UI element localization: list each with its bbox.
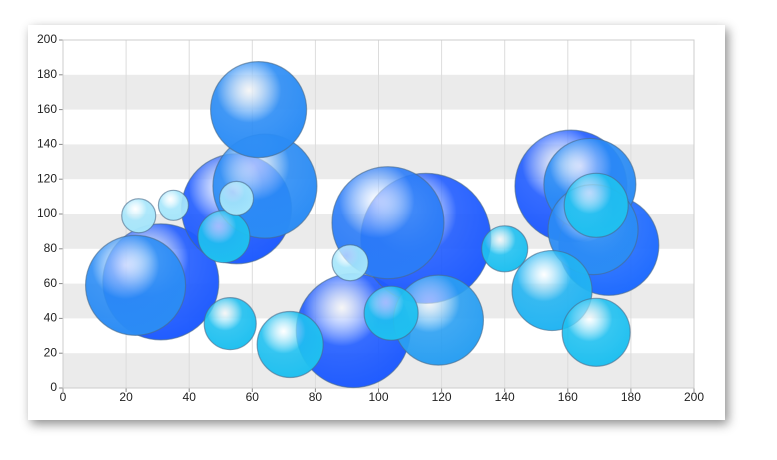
y-tick-label: 140 xyxy=(37,137,57,151)
x-tick-label: 140 xyxy=(495,390,515,404)
x-tick-label: 80 xyxy=(309,390,323,404)
bubble xyxy=(203,297,257,351)
x-tick-label: 160 xyxy=(558,390,578,404)
y-tick-label: 40 xyxy=(44,311,58,325)
bubble xyxy=(84,234,187,336)
x-tick-label: 180 xyxy=(621,390,641,404)
x-tick-label: 200 xyxy=(684,390,704,404)
bubble xyxy=(363,285,419,341)
bubble xyxy=(563,172,629,238)
plot-border xyxy=(62,39,695,389)
bubble xyxy=(481,225,529,273)
y-tick-label: 120 xyxy=(37,171,57,185)
bubble xyxy=(197,210,251,264)
x-tick-label: 0 xyxy=(60,390,67,404)
bubble xyxy=(218,180,255,216)
x-tick-label: 60 xyxy=(246,390,260,404)
y-tick-label: 200 xyxy=(37,32,57,46)
y-tick-label: 80 xyxy=(44,241,58,255)
y-tick-label: 60 xyxy=(44,276,58,290)
bubble xyxy=(256,310,324,379)
x-tick-label: 40 xyxy=(183,390,197,404)
bubble xyxy=(331,244,369,282)
bubble xyxy=(210,60,308,159)
x-tick-label: 20 xyxy=(119,390,133,404)
y-tick-label: 100 xyxy=(37,206,57,220)
y-tick-label: 20 xyxy=(44,345,58,359)
y-tick-label: 160 xyxy=(37,102,57,116)
bubble xyxy=(121,198,157,234)
bubble xyxy=(561,297,631,367)
y-tick-label: 180 xyxy=(37,67,57,81)
bubble xyxy=(157,189,190,221)
y-tick-label: 0 xyxy=(50,380,57,394)
x-tick-label: 120 xyxy=(432,390,452,404)
x-tick-label: 100 xyxy=(368,390,388,404)
